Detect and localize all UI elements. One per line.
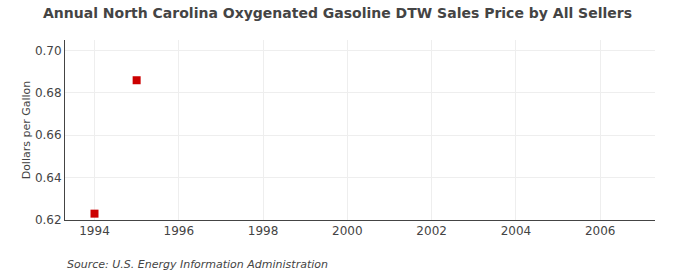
- svg-text:2006: 2006: [585, 224, 616, 238]
- svg-text:0.62: 0.62: [35, 213, 62, 227]
- svg-text:0.68: 0.68: [35, 86, 62, 100]
- svg-text:0.66: 0.66: [35, 128, 62, 142]
- svg-text:1998: 1998: [248, 224, 279, 238]
- svg-text:2002: 2002: [416, 224, 447, 238]
- svg-text:2004: 2004: [501, 224, 532, 238]
- svg-text:0.70: 0.70: [35, 44, 62, 58]
- svg-text:0.64: 0.64: [35, 171, 62, 185]
- svg-text:2000: 2000: [332, 224, 363, 238]
- svg-text:1996: 1996: [164, 224, 195, 238]
- svg-text:1994: 1994: [79, 224, 110, 238]
- svg-text:Source: U.S. Energy Informatio: Source: U.S. Energy Information Administ…: [67, 258, 328, 271]
- svg-text:Dollars per Gallon: Dollars per Gallon: [20, 81, 33, 180]
- svg-text:Annual North Carolina Oxygenat: Annual North Carolina Oxygenated Gasolin…: [43, 5, 632, 21]
